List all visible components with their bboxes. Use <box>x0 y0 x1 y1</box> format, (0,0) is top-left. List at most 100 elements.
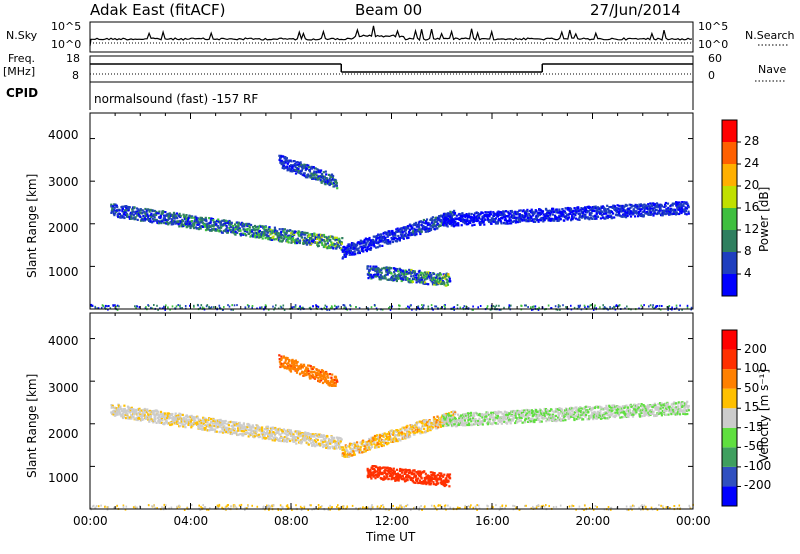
echo-cell <box>411 226 414 229</box>
ground-scatter-cell <box>200 304 203 307</box>
echo-cell <box>261 237 264 240</box>
ground-scatter-cell <box>389 305 391 308</box>
echo-cell <box>348 243 351 246</box>
ground-scatter-cell <box>157 308 159 311</box>
echo-cell <box>155 219 158 222</box>
echo-cell <box>353 243 356 246</box>
echo-cell <box>278 236 281 239</box>
echo-cell <box>393 267 396 270</box>
echo-cell <box>207 222 210 225</box>
echo-cell <box>326 441 329 444</box>
echo-cell <box>316 178 319 181</box>
ground-scatter-cell <box>430 304 433 307</box>
echo-cell <box>313 233 316 236</box>
echo-cell <box>660 205 663 208</box>
echo-cell <box>448 213 451 216</box>
echo-cell <box>266 430 269 433</box>
echo-cell <box>376 235 379 238</box>
echo-cell <box>138 417 141 420</box>
echo-cell <box>308 240 311 243</box>
echo-cell <box>470 212 473 216</box>
echo-cell <box>549 214 552 217</box>
echo-cell <box>145 218 148 221</box>
echo-cell <box>225 220 228 223</box>
echo-cell <box>324 170 327 173</box>
echo-cell <box>366 267 369 270</box>
echo-cell <box>299 172 303 175</box>
echo-cell <box>121 412 124 416</box>
echo-cell <box>333 185 336 188</box>
echo-cell <box>343 251 346 254</box>
echo-cell <box>169 423 172 427</box>
echo-cell <box>333 439 336 442</box>
echo-cell <box>279 159 282 162</box>
echo-cell <box>353 250 356 253</box>
echo-cell <box>327 245 330 248</box>
echo-cell <box>634 215 637 218</box>
ground-scatter-cell <box>161 307 164 310</box>
echo-cell <box>162 217 165 220</box>
echo-cell <box>605 209 608 213</box>
echo-cell <box>664 205 667 208</box>
echo-cell <box>280 159 283 162</box>
echo-cell <box>461 216 464 219</box>
echo-cell <box>628 212 631 215</box>
echo-cell <box>207 227 210 230</box>
echo-cell <box>417 274 420 277</box>
echo-cell <box>436 227 439 230</box>
echo-cell <box>374 275 377 278</box>
echo-cell <box>247 435 250 438</box>
echo-cell <box>487 211 490 214</box>
echo-cell <box>678 207 681 210</box>
echo-cell <box>416 224 419 227</box>
echo-cell <box>251 424 254 427</box>
echo-cell <box>320 377 323 380</box>
ground-scatter-cell <box>652 304 654 307</box>
echo-cell <box>615 211 618 214</box>
ground-scatter-cell <box>298 307 300 310</box>
echo-cell <box>299 432 302 435</box>
echo-cell <box>305 243 308 246</box>
ground-scatter-cell <box>370 306 373 309</box>
echo-cell <box>132 210 135 213</box>
echo-cell <box>189 226 192 229</box>
echo-cell <box>426 230 430 233</box>
echo-cell <box>367 271 370 274</box>
echo-cell <box>672 212 675 215</box>
echo-cell <box>257 227 260 230</box>
echo-cell <box>206 429 209 432</box>
echo-cell <box>268 230 271 233</box>
echo-cell <box>197 418 200 421</box>
echo-cell <box>295 161 298 164</box>
echo-cell <box>184 223 187 226</box>
echo-cell <box>242 233 245 236</box>
echo-cell <box>349 251 352 254</box>
ground-scatter-cell <box>495 304 498 307</box>
echo-cell <box>419 281 422 284</box>
ground-scatter-cell <box>274 306 276 309</box>
ground-scatter-cell <box>434 305 436 308</box>
ground-scatter-cell <box>163 305 165 308</box>
ground-scatter-cell <box>334 304 336 307</box>
echo-cell <box>212 221 215 224</box>
echo-cell <box>263 434 266 437</box>
echo-cell <box>528 212 531 216</box>
echo-cell <box>382 231 386 235</box>
echo-cell <box>473 223 476 226</box>
ground-scatter-cell <box>156 304 158 307</box>
echo-cell <box>399 231 402 234</box>
echo-cell <box>426 277 429 280</box>
ground-scatter-cell <box>416 307 419 310</box>
echo-cell <box>659 208 662 211</box>
echo-cell <box>558 210 562 213</box>
echo-cell <box>582 208 585 211</box>
echo-cell <box>473 212 477 215</box>
echo-cell <box>360 242 363 245</box>
echo-cell <box>144 212 147 215</box>
echo-cell <box>346 244 349 248</box>
echo-cell <box>248 229 252 232</box>
echo-cell <box>584 208 587 211</box>
ground-scatter-cell <box>326 308 328 311</box>
echo-cell <box>494 219 497 222</box>
